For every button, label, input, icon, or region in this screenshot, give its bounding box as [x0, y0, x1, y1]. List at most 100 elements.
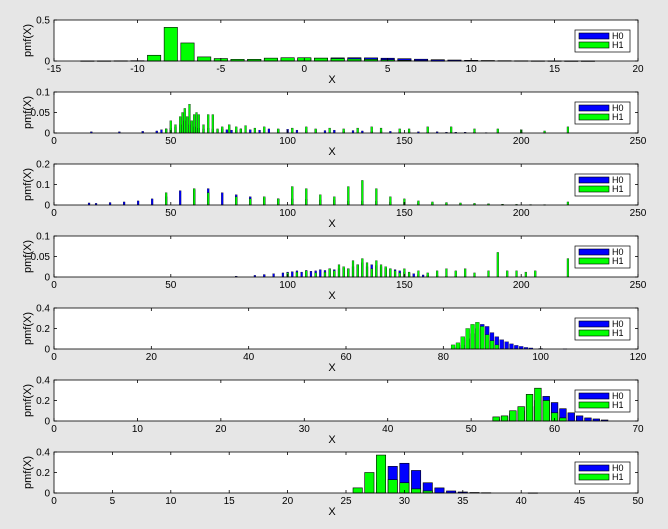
bar-h1 [147, 54, 162, 62]
bar-h1 [475, 322, 480, 350]
bar-h0 [272, 273, 275, 278]
x-tick-label: 20 [146, 352, 158, 363]
bar-h1 [197, 114, 200, 134]
x-tick-label: 5 [110, 496, 116, 507]
x-tick-label: 100 [279, 136, 296, 147]
y-tick-label: 0 [44, 273, 50, 284]
bar-h1 [291, 186, 294, 206]
bar-h1 [517, 406, 525, 422]
y-tick-label: 0 [44, 57, 50, 68]
x-tick-label: 5 [385, 64, 391, 75]
bar-h0 [434, 487, 445, 494]
bar-h1 [319, 194, 322, 206]
y-tick-label: 0.2 [36, 468, 50, 479]
bar-h1 [263, 57, 278, 62]
legend-label: H0 [612, 319, 624, 329]
bar-h1 [566, 126, 570, 134]
bar-h0 [249, 129, 252, 134]
plot-area [54, 20, 638, 61]
x-tick-label: 20 [282, 496, 294, 507]
bar-h1 [542, 400, 550, 422]
bar-h1 [487, 270, 490, 278]
bar-h1 [181, 112, 184, 134]
bar-h1 [342, 128, 345, 134]
axes-box [53, 19, 639, 62]
y-axis-label: pmf(X) [22, 312, 34, 345]
y-tick-label: 0 [44, 489, 50, 500]
y-tick-label: 0 [44, 201, 50, 212]
bar-h1 [398, 272, 401, 278]
bar-h1 [337, 264, 341, 278]
bar-h1 [375, 188, 378, 206]
x-tick-label: 40 [243, 352, 255, 363]
bar-h0 [291, 271, 294, 278]
bar-h1 [190, 120, 193, 134]
bar-h1 [407, 128, 411, 134]
legend-swatch [578, 320, 610, 328]
bar-h1 [207, 192, 210, 206]
bar-h1 [370, 126, 373, 134]
legend-swatch [578, 176, 610, 184]
x-tick-label: 35 [457, 496, 469, 507]
bar-h1 [361, 180, 364, 206]
bar-h1 [356, 264, 359, 278]
bar-h1 [188, 104, 191, 134]
bar-h1 [500, 415, 509, 422]
x-tick-label: 10 [165, 496, 177, 507]
legend-swatch [578, 104, 610, 112]
x-tick-label: 15 [549, 64, 561, 75]
bar-h1 [249, 198, 252, 206]
bar-h1 [417, 200, 420, 206]
y-tick-label: 0 [44, 129, 50, 140]
bar-h1 [426, 126, 429, 134]
legend-label: H1 [612, 256, 624, 266]
x-axis-label: X [328, 218, 336, 230]
bar-h1 [342, 266, 345, 278]
bar-h0 [160, 129, 163, 134]
bar-h0 [300, 271, 303, 278]
bar-h1 [566, 201, 570, 206]
bar-h0 [230, 129, 233, 134]
bar-h0 [509, 343, 514, 350]
legend-label: H1 [612, 400, 624, 410]
x-tick-label: 200 [513, 136, 530, 147]
bar-h1 [328, 268, 331, 278]
y-tick-label: 0.2 [36, 160, 50, 171]
bar-h1 [509, 410, 517, 422]
bar-h1 [165, 192, 168, 206]
bar-h0 [333, 129, 336, 134]
bar-h1 [333, 196, 336, 206]
x-tick-label: 50 [165, 136, 177, 147]
bar-h1 [195, 112, 198, 134]
bar-h1 [436, 270, 439, 278]
bar-h1 [165, 128, 168, 134]
bar-h1 [496, 128, 499, 134]
legend-label: H1 [612, 184, 624, 194]
legend-label: H1 [612, 40, 624, 50]
x-tick-label: -10 [130, 64, 145, 75]
bar-h1 [364, 472, 375, 494]
x-tick-label: -15 [47, 64, 62, 75]
y-axis-label: pmf(X) [22, 384, 34, 417]
y-tick-label: 0.05 [31, 108, 51, 119]
bar-h1 [389, 268, 392, 278]
bar-h1 [473, 272, 476, 278]
x-tick-label: 10 [466, 64, 478, 75]
y-tick-label: 0.4 [36, 376, 50, 387]
bar-h1 [525, 394, 534, 422]
legend-swatch [578, 473, 610, 481]
bar-h1 [387, 479, 398, 494]
legend-swatch [578, 464, 610, 472]
bar-h1 [211, 114, 214, 134]
bar-h0 [295, 129, 299, 134]
x-tick-label: 200 [513, 208, 530, 219]
bar-h1 [356, 127, 359, 134]
x-tick-label: 50 [466, 424, 478, 435]
bar-h1 [244, 125, 247, 134]
bar-h1 [464, 268, 467, 278]
bar-h0 [258, 129, 261, 134]
